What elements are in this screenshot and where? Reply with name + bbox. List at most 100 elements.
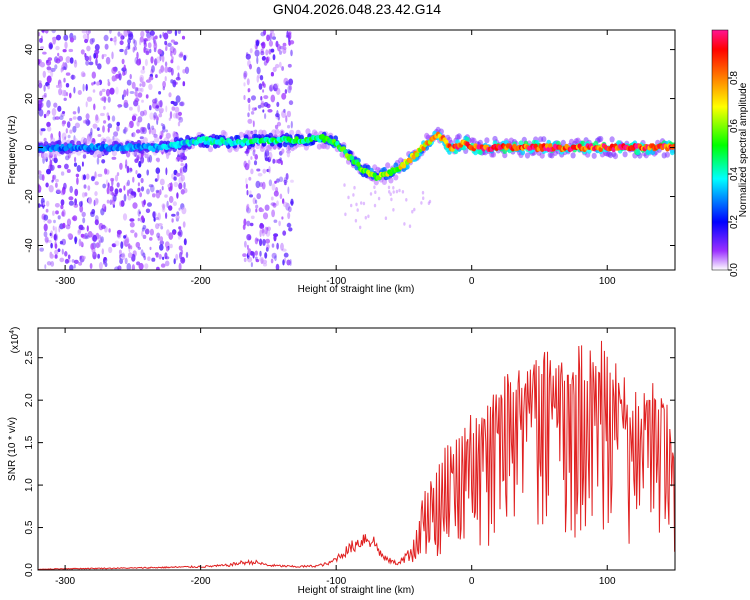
noise-speckle bbox=[158, 253, 162, 260]
noise-speckle bbox=[129, 167, 133, 172]
noise-speckle bbox=[60, 67, 63, 73]
noise-speckle bbox=[177, 111, 182, 116]
noise-speckle bbox=[94, 219, 99, 226]
noise-speckle bbox=[111, 51, 114, 60]
noise-speckle bbox=[59, 240, 64, 245]
noise-speckle bbox=[110, 37, 113, 42]
noise-speckle bbox=[66, 121, 71, 128]
frequency-ridge bbox=[38, 126, 675, 186]
noise-speckle bbox=[114, 240, 120, 247]
noise-speckle bbox=[279, 157, 282, 162]
noise-speckle bbox=[44, 236, 49, 243]
noise-speckle bbox=[183, 188, 188, 194]
noise-speckle bbox=[91, 71, 97, 79]
noise-speckle bbox=[65, 56, 71, 64]
noise-speckle bbox=[123, 64, 126, 71]
noise-speckle bbox=[259, 223, 265, 229]
noise-speckle bbox=[103, 34, 109, 42]
noise-speckle bbox=[107, 115, 111, 121]
noise-speckle bbox=[129, 73, 132, 80]
x-tick-label: 0 bbox=[469, 276, 475, 287]
noise-speckle bbox=[272, 158, 276, 164]
noise-speckle bbox=[82, 120, 87, 124]
ridge-point bbox=[246, 130, 252, 137]
noise-speckle bbox=[242, 253, 247, 257]
noise-speckle bbox=[137, 173, 142, 179]
noise-speckle bbox=[272, 66, 277, 73]
noise-speckle bbox=[150, 56, 154, 64]
noise-speckle bbox=[63, 34, 69, 41]
noise-speckle bbox=[91, 208, 96, 215]
noise-speckle bbox=[156, 56, 161, 64]
noise-speckle bbox=[54, 254, 58, 259]
noise-speckle bbox=[125, 182, 129, 187]
noise-speckle bbox=[61, 111, 66, 114]
noise-speckle bbox=[281, 248, 287, 252]
noise-speckle bbox=[255, 199, 258, 204]
ridge-point bbox=[142, 137, 148, 144]
noise-speckle bbox=[62, 120, 67, 125]
noise-speckle bbox=[392, 186, 395, 190]
noise-speckle bbox=[92, 89, 96, 93]
noise-speckle bbox=[149, 237, 153, 241]
noise-speckle bbox=[85, 101, 88, 108]
noise-speckle bbox=[73, 162, 78, 167]
noise-speckle bbox=[152, 101, 157, 109]
noise-speckle bbox=[246, 234, 252, 241]
ridge-point bbox=[408, 158, 413, 164]
ridge-point bbox=[541, 136, 547, 143]
noise-speckle bbox=[125, 159, 128, 167]
noise-speckle bbox=[39, 247, 44, 252]
noise-speckle bbox=[276, 242, 279, 250]
noise-speckle bbox=[246, 203, 250, 209]
x-tick-label: 100 bbox=[599, 276, 616, 287]
noise-speckle bbox=[107, 182, 110, 189]
noise-speckle bbox=[96, 157, 100, 165]
noise-speckle bbox=[157, 48, 163, 55]
noise-speckle bbox=[60, 199, 65, 206]
ridge-point bbox=[381, 178, 387, 185]
noise-speckle bbox=[160, 263, 166, 268]
noise-speckle bbox=[94, 191, 98, 197]
noise-speckle bbox=[104, 262, 108, 267]
colorbar-label: Normalized spectral amplitude bbox=[738, 82, 749, 217]
noise-speckle bbox=[73, 263, 76, 269]
noise-speckle bbox=[102, 53, 107, 57]
noise-speckle bbox=[54, 116, 60, 120]
noise-speckle bbox=[158, 91, 162, 95]
spectrogram-x-ticks: -300 -200 -100 0 100 bbox=[55, 30, 616, 287]
noise-speckle bbox=[250, 156, 253, 160]
noise-speckle bbox=[272, 202, 277, 208]
noise-speckle bbox=[86, 33, 90, 41]
noise-speckle bbox=[74, 236, 78, 243]
noise-speckle bbox=[180, 257, 186, 264]
noise-speckle bbox=[53, 102, 58, 108]
y-tick-label: -20 bbox=[24, 189, 35, 204]
noise-speckle bbox=[60, 171, 65, 176]
noise-speckle bbox=[52, 210, 55, 216]
noise-speckle bbox=[135, 94, 139, 99]
noise-speckle bbox=[249, 48, 253, 54]
noise-speckle bbox=[129, 106, 133, 111]
noise-speckle bbox=[275, 40, 279, 48]
noise-speckle bbox=[139, 39, 142, 46]
noise-speckle bbox=[146, 36, 151, 42]
noise-speckle bbox=[279, 50, 282, 55]
noise-speckle bbox=[273, 234, 277, 242]
noise-speckle bbox=[263, 30, 267, 36]
noise-speckle bbox=[256, 168, 261, 172]
noise-speckle bbox=[174, 106, 180, 113]
noise-speckle bbox=[286, 259, 291, 266]
noise-speckle bbox=[369, 192, 373, 196]
noise-speckle bbox=[147, 42, 152, 49]
x-tick-label: -100 bbox=[326, 576, 346, 587]
noise-speckle bbox=[271, 243, 275, 248]
ridge-point bbox=[382, 166, 387, 173]
noise-speckle bbox=[255, 259, 260, 263]
noise-speckle bbox=[168, 92, 172, 98]
noise-speckle bbox=[152, 193, 156, 198]
noise-speckle bbox=[47, 69, 52, 74]
y-tick-label: 1.0 bbox=[24, 478, 35, 492]
noise-speckle bbox=[143, 46, 146, 54]
noise-speckle bbox=[132, 46, 135, 53]
